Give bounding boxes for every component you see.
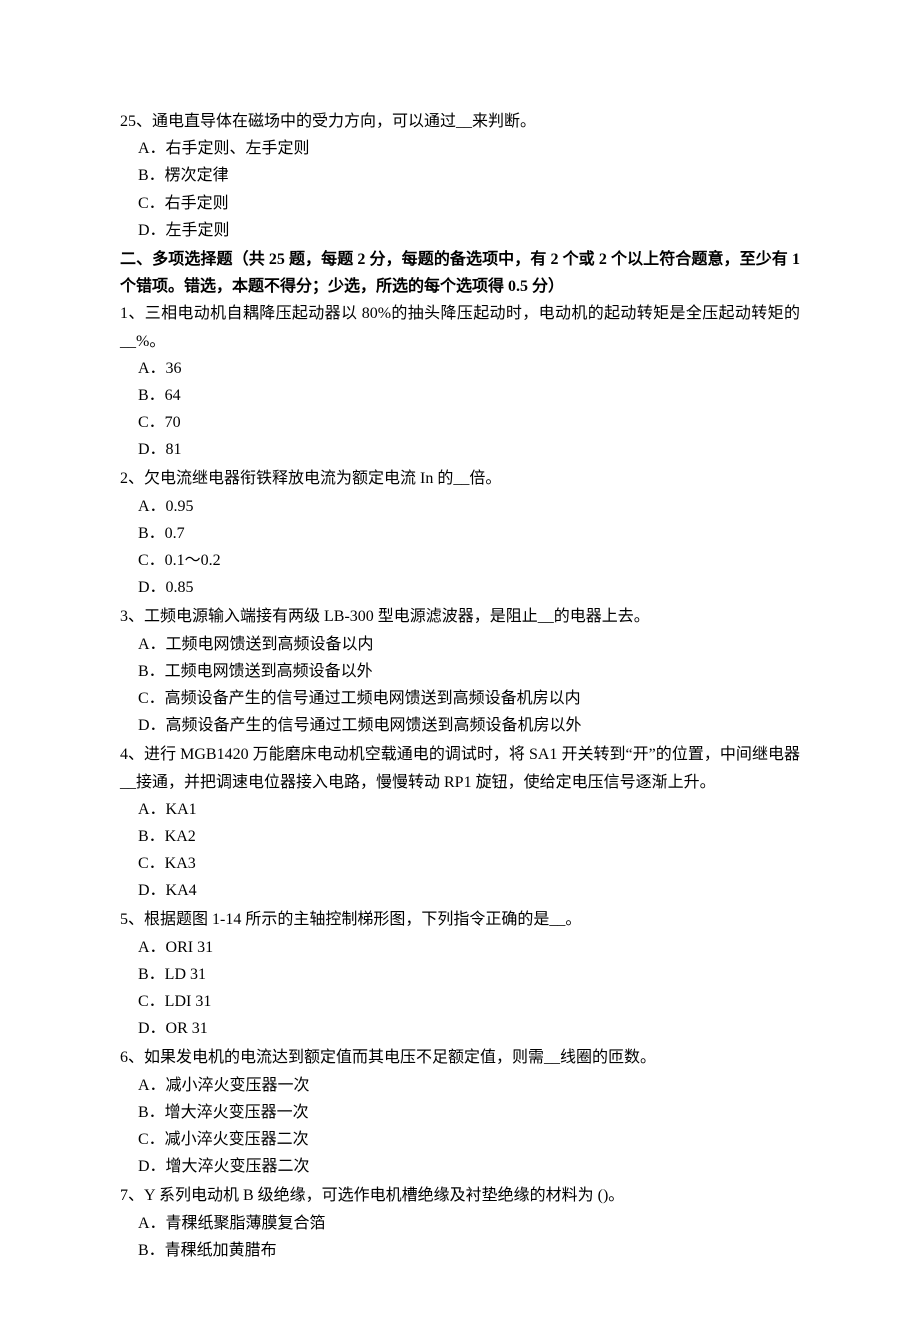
option-a: A．右手定则、左手定则 [120,135,800,162]
question-text: 4、进行 MGB1420 万能磨床电动机空载通电的调试时，将 SA1 开关转到“… [120,741,800,795]
question-text: 5、根据题图 1-14 所示的主轴控制梯形图，下列指令正确的是__。 [120,906,800,933]
option-b: B．工频电网馈送到高频设备以外 [120,658,800,685]
option-b: B．增大淬火变压器一次 [120,1099,800,1126]
option-d: D．81 [120,436,800,463]
question-text: 7、Y 系列电动机 B 级绝缘，可选作电机槽绝缘及衬垫绝缘的材料为 ()。 [120,1182,800,1209]
option-d: D．左手定则 [120,217,800,244]
option-b: B．楞次定律 [120,162,800,189]
option-d: D．高频设备产生的信号通过工频电网馈送到高频设备机房以外 [120,712,800,739]
option-a: A．ORI 31 [120,934,800,961]
option-d: D．增大淬火变压器二次 [120,1153,800,1180]
option-d: D．0.85 [120,574,800,601]
multi-question-3: 3、工频电源输入端接有两级 LB-300 型电源滤波器，是阻止__的电器上去。 … [120,603,800,739]
option-c: C．70 [120,409,800,436]
multi-question-7: 7、Y 系列电动机 B 级绝缘，可选作电机槽绝缘及衬垫绝缘的材料为 ()。 A．… [120,1182,800,1264]
multi-question-4: 4、进行 MGB1420 万能磨床电动机空载通电的调试时，将 SA1 开关转到“… [120,741,800,904]
option-a: A．青稞纸聚脂薄膜复合箔 [120,1210,800,1237]
option-a: A．0.95 [120,493,800,520]
multi-question-5: 5、根据题图 1-14 所示的主轴控制梯形图，下列指令正确的是__。 A．ORI… [120,906,800,1042]
question-text: 3、工频电源输入端接有两级 LB-300 型电源滤波器，是阻止__的电器上去。 [120,603,800,630]
option-a: A．KA1 [120,796,800,823]
option-c: C．右手定则 [120,190,800,217]
multi-question-6: 6、如果发电机的电流达到额定值而其电压不足额定值，则需__线圈的匝数。 A．减小… [120,1044,800,1180]
option-b: B．64 [120,382,800,409]
option-a: A．减小淬火变压器一次 [120,1072,800,1099]
option-c: C．KA3 [120,850,800,877]
question-text: 6、如果发电机的电流达到额定值而其电压不足额定值，则需__线圈的匝数。 [120,1044,800,1071]
option-c: C．0.1～0.2 [120,547,800,574]
option-c: C．高频设备产生的信号通过工频电网馈送到高频设备机房以内 [120,685,800,712]
question-text: 2、欠电流继电器衔铁释放电流为额定电流 In 的__倍。 [120,465,800,492]
option-d: D．OR 31 [120,1015,800,1042]
option-b: B．青稞纸加黄腊布 [120,1237,800,1264]
question-25: 25、通电直导体在磁场中的受力方向，可以通过__来判断。 A．右手定则、左手定则… [120,108,800,244]
question-text: 25、通电直导体在磁场中的受力方向，可以通过__来判断。 [120,108,800,135]
section-2-header: 二、多项选择题（共 25 题，每题 2 分，每题的备选项中，有 2 个或 2 个… [120,246,800,300]
option-d: D．KA4 [120,877,800,904]
option-c: C．LDI 31 [120,988,800,1015]
option-b: B．LD 31 [120,961,800,988]
option-b: B．KA2 [120,823,800,850]
option-c: C．减小淬火变压器二次 [120,1126,800,1153]
option-a: A．工频电网馈送到高频设备以内 [120,631,800,658]
multi-question-1: 1、三相电动机自耦降压起动器以 80%的抽头降压起动时，电动机的起动转矩是全压起… [120,300,800,463]
multi-question-2: 2、欠电流继电器衔铁释放电流为额定电流 In 的__倍。 A．0.95 B．0.… [120,465,800,601]
option-a: A．36 [120,355,800,382]
question-text: 1、三相电动机自耦降压起动器以 80%的抽头降压起动时，电动机的起动转矩是全压起… [120,300,800,354]
option-b: B．0.7 [120,520,800,547]
